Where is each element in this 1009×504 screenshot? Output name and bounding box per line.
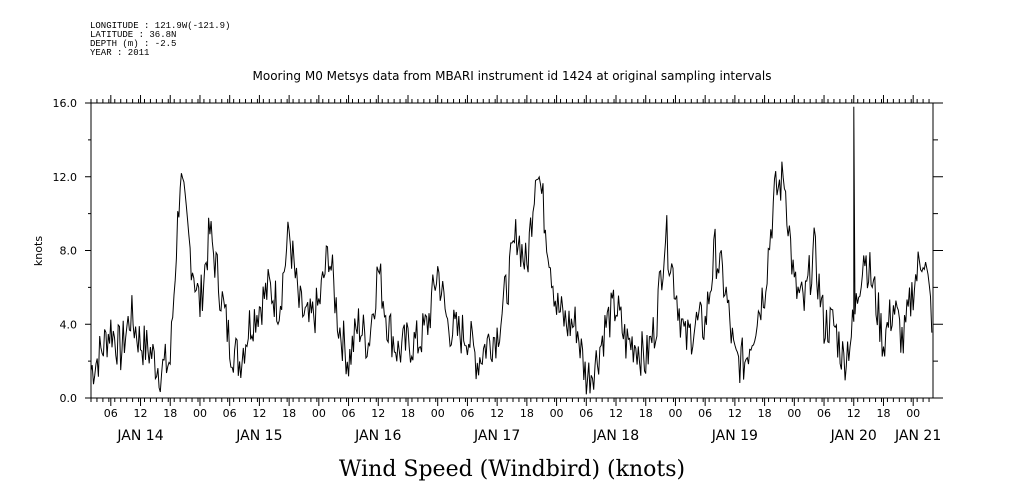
x-hour-label: 00 [550, 407, 564, 420]
x-hour-label: 12 [252, 407, 266, 420]
wind-speed-line [90, 106, 933, 395]
x-hour-label: 06 [817, 407, 831, 420]
latitude-text: LATITUDE : 36.8N [90, 30, 177, 40]
y-tick-label: 4.0 [60, 318, 78, 331]
x-axis-title: Wind Speed (Windbird) (knots) [339, 457, 685, 482]
chart-title: Mooring M0 Metsys data from MBARI instru… [253, 69, 772, 83]
x-hour-label: 12 [371, 407, 385, 420]
x-day-label: JAN 19 [711, 428, 758, 444]
plot-frame [90, 102, 934, 399]
x-hour-label: 12 [134, 407, 148, 420]
y-tick-label: 8.0 [60, 245, 78, 258]
x-hour-label: 18 [282, 407, 296, 420]
x-hour-label: 06 [104, 407, 118, 420]
x-hour-label: 18 [401, 407, 415, 420]
longitude-text: LONGITUDE : 121.9W(-121.9) [90, 21, 231, 31]
x-hour-label: 00 [193, 407, 207, 420]
x-day-label: JAN 17 [473, 428, 520, 444]
x-hour-label: 18 [520, 407, 534, 420]
x-day-label: JAN 20 [830, 428, 877, 444]
x-hour-label: 12 [490, 407, 504, 420]
metadata-block: LONGITUDE : 121.9W(-121.9) LATITUDE : 36… [90, 22, 230, 58]
x-hour-label: 18 [876, 407, 890, 420]
x-day-label: JAN 21 [894, 428, 941, 444]
x-hour-label: 06 [579, 407, 593, 420]
y-tick-label: 0.0 [60, 392, 78, 405]
x-day-label: JAN 15 [235, 428, 282, 444]
y-axis-label: knots [32, 236, 45, 266]
x-hour-label: 06 [460, 407, 474, 420]
x-day-label: JAN 14 [116, 428, 163, 444]
x-hour-label: 06 [342, 407, 356, 420]
x-day-label: JAN 16 [354, 428, 401, 444]
x-hour-label: 18 [758, 407, 772, 420]
y-tick-label: 16.0 [53, 97, 78, 110]
y-tick-label: 12.0 [53, 171, 78, 184]
x-hour-label: 12 [609, 407, 623, 420]
x-hour-label: 00 [312, 407, 326, 420]
x-hour-label: 18 [639, 407, 653, 420]
x-hour-label: 18 [163, 407, 177, 420]
x-hour-label: 00 [787, 407, 801, 420]
x-hour-label: 12 [728, 407, 742, 420]
x-hour-label: 00 [906, 407, 920, 420]
x-hour-label: 06 [223, 407, 237, 420]
x-hour-label: 06 [698, 407, 712, 420]
x-day-label: JAN 18 [592, 428, 639, 444]
x-hour-label: 00 [431, 407, 445, 420]
year-text: YEAR : 2011 [90, 48, 150, 58]
depth-text: DEPTH (m) : -2.5 [90, 39, 177, 49]
x-hour-label: 12 [847, 407, 861, 420]
x-hour-label: 00 [668, 407, 682, 420]
